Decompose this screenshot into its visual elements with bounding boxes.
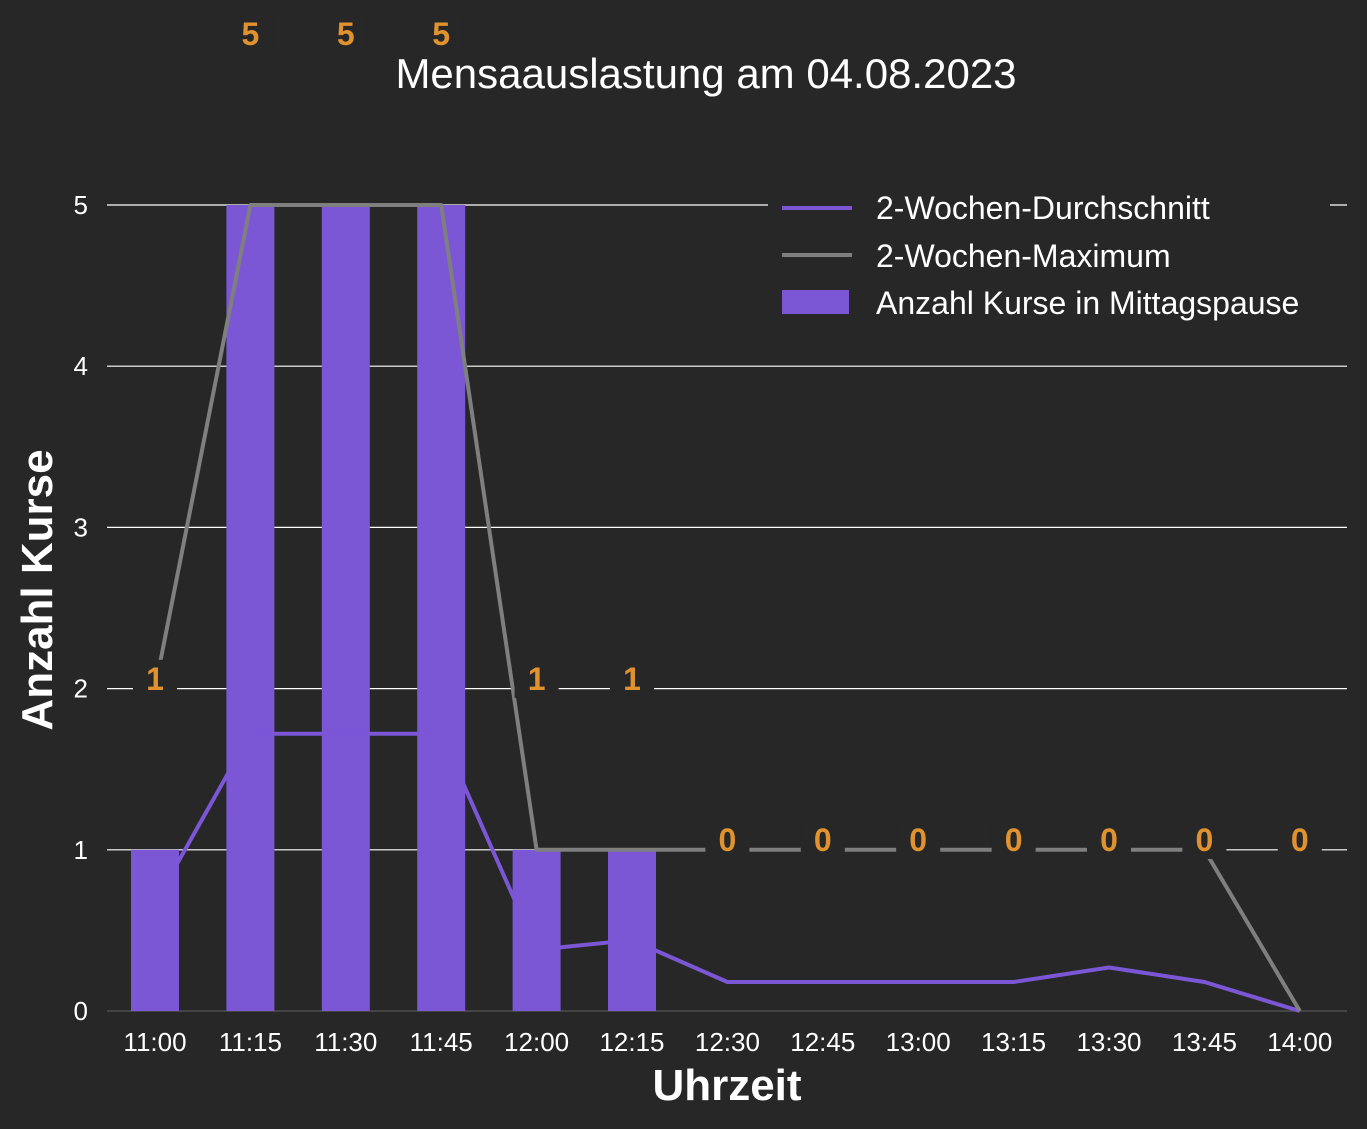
y-tick-label: 2 [74,674,88,704]
x-tick-label: 13:00 [886,1027,951,1057]
x-tick-label: 11:30 [314,1027,377,1057]
data-label-background [610,659,654,698]
x-tick-label: 13:30 [1076,1027,1141,1057]
data-label-background [896,821,941,859]
x-tick-label: 11:15 [219,1027,282,1057]
x-tick-label: 14:00 [1267,1027,1332,1057]
y-tick-label: 1 [74,835,88,865]
x-tick-label: 12:30 [695,1027,760,1057]
data-label: 0 [909,822,927,858]
data-label: 5 [337,16,355,52]
data-label-background [419,15,464,53]
data-label: 0 [719,822,737,858]
x-axis-label: Uhrzeit [652,1061,801,1110]
data-label: 0 [1100,822,1118,858]
legend-swatch-bars [782,290,849,314]
data-label-background [800,821,845,859]
bar-11:30 [321,205,370,1011]
x-tick-label: 12:15 [599,1027,664,1057]
chart-title: Mensaauslastung am 04.08.2023 [395,50,1016,97]
x-tick-label: 11:00 [123,1027,186,1057]
data-label: 1 [146,661,164,697]
data-label-background [514,659,559,698]
data-label: 0 [814,822,832,858]
x-tick-label: 11:45 [410,1027,473,1057]
data-label: 5 [432,16,450,52]
bar-11:45 [417,205,466,1011]
legend-background [768,186,1330,328]
data-label-background [323,15,368,53]
data-label: 0 [1196,822,1214,858]
data-label-background [133,659,177,698]
legend-label-bars: Anzahl Kurse in Mittagspause [876,285,1299,321]
data-label-background [1087,821,1131,859]
data-label: 1 [528,661,546,697]
data-label: 1 [623,661,641,697]
data-labels: 1 5 5 5 1 1 0 0 0 0 0 0 0 [133,15,1322,859]
x-tick-label: 13:15 [981,1027,1046,1057]
y-tick-labels: 0 1 2 3 4 5 [74,190,88,1026]
x-tick-label: 12:00 [504,1027,569,1057]
x-tick-label: 12:45 [790,1027,855,1057]
data-label-background [991,821,1036,859]
x-tick-labels: 11:00 11:15 11:30 11:45 12:00 12:15 12:30 12:45… [123,1027,1332,1057]
bar-12:15 [608,849,656,1011]
legend-label-maximum: 2-Wochen-Maximum [876,238,1171,274]
y-axis-label: Anzahl Kurse [13,449,62,730]
data-label-background [705,821,750,859]
bar-12:00 [512,849,561,1011]
y-tick-label: 4 [74,351,88,381]
bars [131,205,656,1011]
y-tick-label: 0 [74,996,88,1026]
legend: 2-Wochen-Durchschnitt 2-Wochen-Maximum A… [768,186,1330,328]
data-label: 5 [242,16,260,52]
y-tick-label: 5 [74,190,88,220]
legend-label-average: 2-Wochen-Durchschnitt [876,190,1210,226]
series-line-average [153,731,1301,1013]
data-label: 0 [1291,822,1309,858]
bar-11:15 [226,205,275,1011]
data-label-background [1277,821,1322,859]
y-tick-label: 3 [74,512,88,542]
data-label: 0 [1005,822,1023,858]
data-label-background [228,15,273,53]
x-tick-label: 13:45 [1172,1027,1237,1057]
data-label-background [1182,821,1227,859]
